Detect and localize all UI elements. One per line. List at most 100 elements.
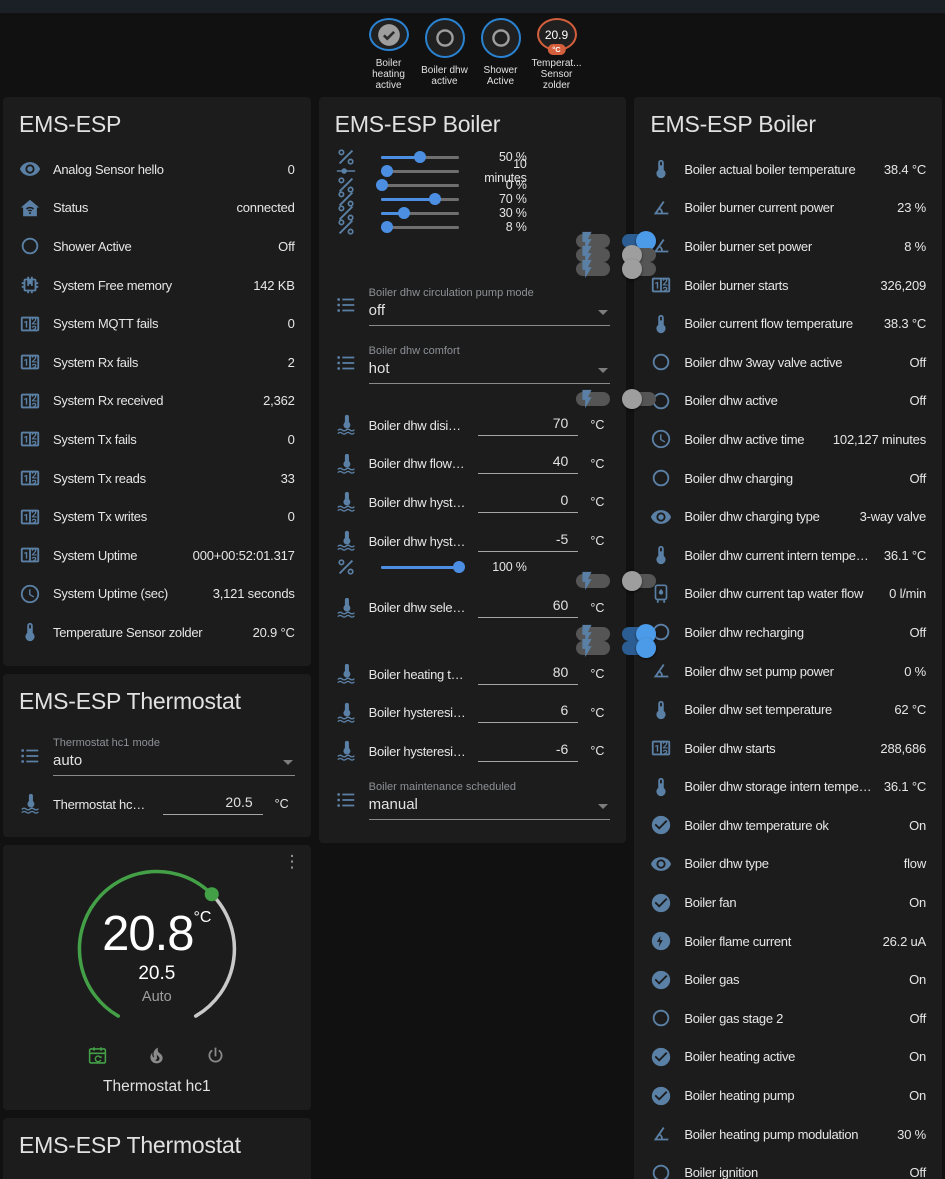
entity-row[interactable]: Boiler dhw 3way valve active Off xyxy=(650,343,926,382)
slider[interactable] xyxy=(380,150,459,164)
entity-label: System Tx writes xyxy=(53,509,147,525)
number-input[interactable]: 6 xyxy=(478,702,579,724)
number-input[interactable]: 80 xyxy=(478,664,579,685)
number-input[interactable]: 0 xyxy=(478,492,579,513)
eye-icon xyxy=(650,853,672,875)
counter-icon xyxy=(19,390,41,412)
toggle-switch[interactable] xyxy=(622,571,657,592)
entity-label: Boiler burner current power xyxy=(684,200,834,216)
entity-row[interactable]: Boiler dhw active Off xyxy=(650,382,926,421)
entity-row[interactable]: System MQTT fails 0 xyxy=(19,304,295,343)
entity-row[interactable]: System Uptime (sec) 3,121 seconds xyxy=(19,575,295,614)
entity-row[interactable]: Boiler heating active On xyxy=(650,1038,926,1077)
entity-row[interactable]: Boiler actual boiler temperature 38.4 °C xyxy=(650,150,926,189)
toggle-switch[interactable] xyxy=(622,637,657,658)
entity-label: Boiler dhw flow tem... xyxy=(368,456,467,472)
entity-row[interactable]: Boiler burner starts 326,209 xyxy=(650,266,926,305)
entity-row[interactable]: Boiler dhw charging Off xyxy=(650,459,926,498)
entity-row[interactable]: Boiler gas stage 2 Off xyxy=(650,999,926,1038)
entity-row[interactable]: Boiler heating pump modulation 30 % xyxy=(650,1115,926,1154)
badge-circle xyxy=(480,18,521,58)
number-input[interactable]: 20.5 xyxy=(162,794,263,815)
entity-row[interactable]: Boiler fan On xyxy=(650,883,926,922)
entity-row[interactable]: Boiler dhw recharging Off xyxy=(650,613,926,652)
entity-value: Off xyxy=(909,393,927,409)
select-input[interactable]: Boiler dhw comfort hot xyxy=(368,343,611,384)
clock-icon xyxy=(19,583,41,605)
thermostat-dial[interactable]: 20.8°C 20.5 Auto xyxy=(69,861,245,1031)
entity-row[interactable]: Boiler dhw charging type 3-way valve xyxy=(650,497,926,536)
slider[interactable] xyxy=(380,560,465,574)
toggle-switch[interactable] xyxy=(622,389,657,409)
entity-row[interactable]: Boiler dhw type flow xyxy=(650,845,926,884)
entity-row[interactable]: Boiler dhw temperature ok On xyxy=(650,806,926,845)
badge[interactable]: Shower Active xyxy=(476,18,526,91)
entity-row: Boiler burner pump ...70 % xyxy=(335,191,527,207)
entity-label: Boiler dhw charging type xyxy=(684,509,820,525)
list-icon xyxy=(335,789,357,811)
entity-row[interactable]: System Tx reads 33 xyxy=(19,459,295,498)
slider[interactable] xyxy=(380,164,459,178)
entity-row[interactable]: System Free memory 142 KB xyxy=(19,266,295,305)
number-input[interactable]: -6 xyxy=(478,741,579,762)
entity-row[interactable]: Boiler ignition Off xyxy=(650,1153,926,1179)
entity-row: Boiler dhw hysteresi... 0 °C xyxy=(335,483,611,522)
entity-row[interactable]: Boiler dhw storage intern temperature 36.… xyxy=(650,768,926,807)
entity-row[interactable]: Boiler dhw set pump power 0 % xyxy=(650,652,926,691)
entity-row[interactable]: Boiler dhw starts 288,686 xyxy=(650,729,926,768)
power-icon[interactable] xyxy=(205,1045,226,1066)
entity-row[interactable]: Boiler dhw current intern temperature 36.… xyxy=(650,536,926,575)
entity-row[interactable]: Boiler gas On xyxy=(650,960,926,999)
list-icon xyxy=(19,745,41,767)
select-input[interactable]: Boiler maintenance scheduled manual xyxy=(368,779,611,821)
entity-row[interactable]: Temperature Sensor zolder 20.9 °C xyxy=(19,613,295,652)
entity-label: Boiler dhw active time xyxy=(684,431,805,447)
thermometer-icon xyxy=(650,776,672,798)
badge[interactable]: Boiler heating active xyxy=(364,18,414,91)
badge[interactable]: Boiler dhw active xyxy=(420,18,470,91)
entity-row[interactable]: Analog Sensor hello 0 xyxy=(19,150,295,189)
entity-row[interactable]: System Rx fails 2 xyxy=(19,343,295,382)
slider[interactable] xyxy=(380,220,459,234)
badge-circle-icon xyxy=(432,25,458,51)
entity-row[interactable]: Boiler dhw set temperature 62 °C xyxy=(650,690,926,729)
entity-row[interactable]: Boiler burner set power 8 % xyxy=(650,227,926,266)
number-input[interactable]: 70 xyxy=(478,415,579,436)
entity-row[interactable]: Boiler flame current 26.2 uA xyxy=(650,922,926,961)
slider[interactable] xyxy=(376,178,459,192)
flash-icon xyxy=(576,623,598,645)
entity-row[interactable]: Boiler dhw current tap water flow 0 l/min xyxy=(650,575,926,614)
entity-row[interactable]: System Tx writes 0 xyxy=(19,497,295,536)
toggle-switch[interactable] xyxy=(622,231,657,251)
unit-label: °C xyxy=(590,495,605,510)
entity-row[interactable]: Shower Active Off xyxy=(19,227,295,266)
slider[interactable] xyxy=(380,206,459,220)
entity-value: 0 xyxy=(287,509,295,525)
badge-label: Temperat... Sensor zolder xyxy=(531,58,582,91)
slider-value: 8 % xyxy=(505,220,527,234)
number-input[interactable]: 40 xyxy=(478,453,579,475)
slider[interactable] xyxy=(380,192,459,206)
entity-row[interactable]: Status connected xyxy=(19,189,295,228)
more-options-icon[interactable]: ⋮ xyxy=(283,852,301,872)
select-input[interactable]: Boiler dhw circulation pump mode off xyxy=(368,285,611,326)
entity-row[interactable]: System Tx fails 0 xyxy=(19,420,295,459)
entity-row[interactable]: System Rx received 2,362 xyxy=(19,382,295,421)
select-input[interactable]: Thermostat hc1 mode auto xyxy=(53,735,295,777)
unit-label: °C xyxy=(590,600,605,615)
entity-row[interactable]: Boiler current flow temperature 38.3 °C xyxy=(650,304,926,343)
number-input[interactable]: 60 xyxy=(478,597,579,619)
toggle-switch[interactable] xyxy=(622,259,657,279)
entity-row[interactable]: Boiler burner current power 23 % xyxy=(650,189,926,228)
entity-row: Boiler dhw disinfecting xyxy=(576,389,657,409)
fire-icon[interactable] xyxy=(146,1045,167,1066)
entity-row[interactable]: Boiler dhw active time 102,127 minutes xyxy=(650,420,926,459)
dashboard-columns: EMS-ESP Analog Sensor hello 0 Status connec… xyxy=(0,97,945,1179)
number-input[interactable]: -5 xyxy=(478,531,579,552)
entity-row[interactable]: System Uptime 000+00:52:01.317 xyxy=(19,536,295,575)
calendar-sync-icon[interactable] xyxy=(87,1045,108,1066)
entity-row[interactable]: Thermostat date/time14:21:51 22.01.2022 xyxy=(19,1171,295,1179)
entity-row[interactable]: Boiler heating pump On xyxy=(650,1076,926,1115)
badge[interactable]: 20.9 °C Temperat... Sensor zolder xyxy=(531,18,582,91)
browser-top-strip xyxy=(0,0,945,13)
